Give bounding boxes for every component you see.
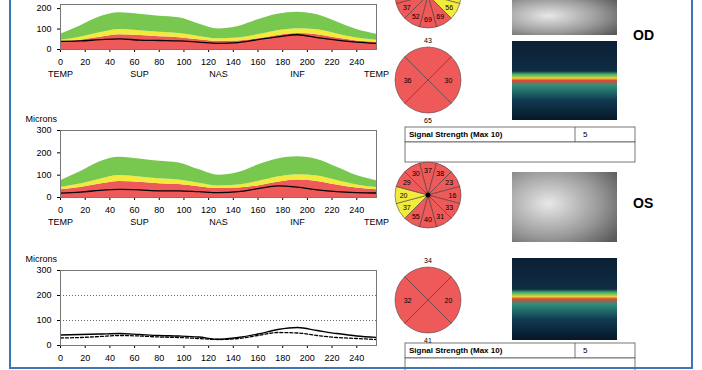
svg-text:120: 120 — [201, 353, 216, 363]
svg-text:38: 38 — [436, 170, 444, 177]
svg-text:180: 180 — [275, 205, 290, 215]
svg-text:20: 20 — [80, 57, 90, 67]
svg-text:60: 60 — [130, 353, 140, 363]
svg-text:INF: INF — [290, 69, 305, 79]
svg-text:TEMP: TEMP — [364, 217, 389, 227]
svg-text:200: 200 — [36, 3, 51, 13]
svg-text:200: 200 — [36, 148, 51, 158]
svg-text:220: 220 — [325, 57, 340, 67]
svg-text:37: 37 — [424, 167, 432, 174]
svg-text:31: 31 — [436, 213, 444, 220]
svg-text:0: 0 — [46, 44, 51, 54]
svg-text:52: 52 — [412, 13, 420, 20]
svg-text:80: 80 — [154, 205, 164, 215]
svg-text:40: 40 — [424, 216, 432, 223]
svg-text:160: 160 — [250, 205, 265, 215]
svg-text:Signal Strength (Max 10): Signal Strength (Max 10) — [409, 346, 503, 355]
svg-text:0: 0 — [58, 205, 63, 215]
svg-text:Signal Strength (Max 10): Signal Strength (Max 10) — [409, 130, 503, 139]
svg-text:OD: OD — [633, 27, 654, 43]
svg-text:300: 300 — [36, 125, 51, 135]
svg-text:0: 0 — [46, 340, 51, 350]
svg-text:100: 100 — [176, 57, 191, 67]
svg-text:20: 20 — [445, 297, 453, 304]
svg-text:30: 30 — [412, 170, 420, 177]
svg-text:SUP: SUP — [130, 69, 149, 79]
svg-text:80: 80 — [154, 57, 164, 67]
svg-text:120: 120 — [201, 57, 216, 67]
svg-text:160: 160 — [250, 57, 265, 67]
svg-text:200: 200 — [300, 57, 315, 67]
svg-text:43: 43 — [424, 37, 432, 44]
svg-text:TEMP: TEMP — [48, 217, 73, 227]
svg-text:23: 23 — [445, 179, 453, 186]
svg-text:29: 29 — [403, 179, 411, 186]
svg-text:120: 120 — [201, 205, 216, 215]
svg-text:100: 100 — [176, 205, 191, 215]
svg-text:100: 100 — [36, 170, 51, 180]
svg-text:40: 40 — [105, 57, 115, 67]
svg-text:34: 34 — [424, 257, 432, 264]
svg-text:TEMP: TEMP — [48, 69, 73, 79]
svg-text:200: 200 — [300, 205, 315, 215]
svg-text:20: 20 — [80, 205, 90, 215]
svg-text:240: 240 — [349, 353, 364, 363]
svg-text:55: 55 — [412, 213, 420, 220]
svg-text:140: 140 — [226, 205, 241, 215]
svg-text:200: 200 — [36, 290, 51, 300]
svg-text:69: 69 — [424, 16, 432, 23]
svg-text:NAS: NAS — [209, 69, 228, 79]
svg-text:NAS: NAS — [209, 217, 228, 227]
svg-text:0: 0 — [58, 353, 63, 363]
svg-text:240: 240 — [349, 57, 364, 67]
svg-text:5: 5 — [583, 346, 588, 355]
svg-text:140: 140 — [226, 57, 241, 67]
svg-text:20: 20 — [80, 353, 90, 363]
svg-text:37: 37 — [403, 204, 411, 211]
svg-text:180: 180 — [275, 353, 290, 363]
svg-text:240: 240 — [349, 205, 364, 215]
svg-text:0: 0 — [46, 192, 51, 202]
svg-text:32: 32 — [404, 297, 412, 304]
svg-text:30: 30 — [445, 77, 453, 84]
svg-text:100: 100 — [36, 24, 51, 34]
svg-text:41: 41 — [424, 337, 432, 344]
svg-text:220: 220 — [325, 353, 340, 363]
svg-text:OS: OS — [633, 195, 653, 211]
svg-text:40: 40 — [105, 205, 115, 215]
svg-text:20: 20 — [400, 192, 408, 199]
svg-text:40: 40 — [105, 353, 115, 363]
svg-text:INF: INF — [290, 217, 305, 227]
svg-text:Microns: Microns — [26, 114, 58, 124]
svg-text:80: 80 — [154, 353, 164, 363]
svg-text:16: 16 — [449, 192, 457, 199]
svg-text:140: 140 — [226, 353, 241, 363]
svg-text:36: 36 — [404, 77, 412, 84]
svg-text:180: 180 — [275, 57, 290, 67]
svg-text:60: 60 — [130, 205, 140, 215]
svg-text:SUP: SUP — [130, 217, 149, 227]
svg-text:5: 5 — [583, 130, 588, 139]
svg-text:200: 200 — [300, 353, 315, 363]
svg-text:160: 160 — [250, 353, 265, 363]
svg-text:65: 65 — [424, 117, 432, 124]
svg-text:100: 100 — [36, 315, 51, 325]
svg-text:Microns: Microns — [26, 254, 58, 264]
svg-text:TEMP: TEMP — [364, 69, 389, 79]
svg-text:220: 220 — [325, 205, 340, 215]
svg-text:300: 300 — [36, 265, 51, 275]
svg-text:100: 100 — [176, 353, 191, 363]
svg-text:33: 33 — [445, 204, 453, 211]
svg-text:60: 60 — [130, 57, 140, 67]
svg-text:0: 0 — [58, 57, 63, 67]
svg-text:56: 56 — [445, 4, 453, 11]
svg-text:37: 37 — [403, 4, 411, 11]
svg-text:69: 69 — [436, 13, 444, 20]
